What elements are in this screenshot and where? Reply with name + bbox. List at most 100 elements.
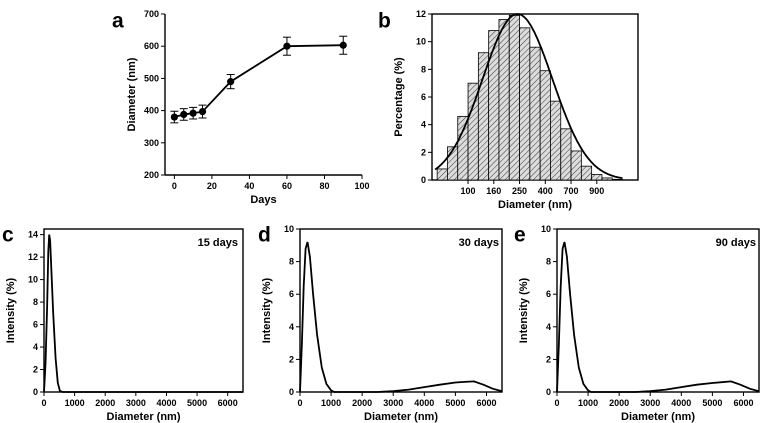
y-axis-title-c: Intensity (%) <box>5 277 17 343</box>
x-tick-label-a: 0 <box>172 181 177 191</box>
x-axis-title-c: Diameter (nm) <box>107 411 181 423</box>
bar-b <box>591 174 603 181</box>
x-tick-label-b: 100 <box>461 186 476 196</box>
data-point-a <box>283 42 291 50</box>
x-axis-title-d: Diameter (nm) <box>364 411 438 423</box>
fit-curve-b <box>434 13 623 180</box>
x-tick-label-e: 1000 <box>578 398 598 408</box>
data-point-a <box>170 113 178 121</box>
bar-b <box>580 165 593 181</box>
bar-b <box>508 14 520 181</box>
bar-b <box>560 128 572 181</box>
y-tick-label-e: 4 <box>546 322 551 332</box>
x-tick-label-e: 2000 <box>609 398 629 408</box>
y-axis-title-e: Intensity (%) <box>518 277 530 343</box>
y-tick-label-e: 2 <box>546 354 551 364</box>
bar-b <box>488 30 500 181</box>
bar-b <box>529 46 541 181</box>
plot-frame-d <box>299 228 503 393</box>
panel-d: d 0 2 4 6 8 10 0 1000 2000 3000 4000 5000 6000 Diamete… <box>258 224 503 423</box>
y-tick-label-b: 2 <box>421 147 426 157</box>
bar-b <box>601 177 613 181</box>
data-point-a <box>180 110 188 119</box>
bar-b <box>539 70 551 181</box>
bar-b <box>550 100 562 181</box>
panel-a: a 200 300 400 500 600 700 0 20 40 60 80 100 Days Diame… <box>112 9 370 206</box>
bar-b <box>611 178 623 181</box>
data-point-a <box>198 107 207 116</box>
y-tick-label-e: 10 <box>541 224 551 234</box>
y-tick-label-b: 10 <box>416 37 426 47</box>
x-tick-label-e: 0 <box>554 398 559 408</box>
bar-b <box>457 115 469 181</box>
y-tick-label-e: 0 <box>546 387 551 397</box>
bar-b <box>570 150 582 181</box>
x-tick-label-d: 6000 <box>476 398 496 408</box>
x-tick-label-c: 3000 <box>126 398 146 408</box>
series-line-a <box>174 44 344 118</box>
panel-label-a: a <box>112 10 124 33</box>
bar-b <box>519 27 531 181</box>
y-tick-label-c: 0 <box>33 387 38 397</box>
y-tick-label-c: 10 <box>28 275 38 285</box>
x-tick-label-e: 3000 <box>640 398 660 408</box>
y-tick-label-d: 0 <box>289 387 294 397</box>
y-tick-label-c: 12 <box>28 252 38 262</box>
panel-label-c: c <box>2 224 14 247</box>
y-tick-label-c: 2 <box>33 365 38 375</box>
x-tick-label-a: 40 <box>244 181 254 191</box>
x-axis-title-b: Diameter (nm) <box>498 199 572 211</box>
x-tick-label-d: 4000 <box>414 398 434 408</box>
panel-c: c 0 2 4 6 8 10 12 14 0 1000 2000 3000 4000 5000 6000 Dia… <box>2 224 244 423</box>
x-tick-label-a: 100 <box>354 181 369 191</box>
y-tick-label-a: 700 <box>144 9 159 19</box>
x-tick-label-d: 0 <box>297 398 302 408</box>
y-tick-label-c: 6 <box>33 320 38 330</box>
x-tick-label-b: 400 <box>538 186 553 196</box>
y-axis-title-d: Intensity (%) <box>261 277 273 343</box>
y-tick-label-d: 2 <box>289 354 294 364</box>
bar-b <box>498 19 510 181</box>
y-tick-label-c: 4 <box>33 342 38 352</box>
y-tick-label-d: 10 <box>284 224 294 234</box>
plot-frame-c <box>43 228 244 393</box>
bar-b <box>436 168 448 181</box>
y-tick-label-c: 8 <box>33 297 38 307</box>
x-tick-label-c: 1000 <box>65 398 85 408</box>
y-tick-label-a: 600 <box>144 41 159 51</box>
y-tick-label-c: 14 <box>28 230 38 240</box>
x-tick-label-c: 2000 <box>95 398 115 408</box>
y-tick-label-b: 6 <box>421 92 426 102</box>
x-tick-label-a: 60 <box>282 181 292 191</box>
y-axis-title-b: Percentage (%) <box>393 57 405 137</box>
y-tick-label-a: 500 <box>144 73 159 83</box>
y-tick-label-b: 0 <box>421 175 426 185</box>
x-tick-label-d: 3000 <box>383 398 403 408</box>
y-tick-label-d: 8 <box>289 257 294 267</box>
series-line-d <box>299 241 503 393</box>
y-tick-label-d: 4 <box>289 322 294 332</box>
y-tick-label-b: 8 <box>421 64 426 74</box>
x-tick-label-d: 5000 <box>445 398 465 408</box>
x-tick-label-b: 250 <box>512 186 527 196</box>
data-point-a <box>227 78 235 86</box>
x-tick-label-a: 20 <box>207 181 217 191</box>
x-tick-label-c: 5000 <box>187 398 207 408</box>
panel-b: b 0 2 4 6 8 10 12 100 160 250 400 700 900 Diameter (nm… <box>378 9 639 211</box>
x-tick-label-e: 5000 <box>702 398 722 408</box>
panel-label-b: b <box>378 10 391 33</box>
data-point-a <box>189 109 197 117</box>
y-tick-label-a: 400 <box>144 106 159 116</box>
x-tick-label-c: 6000 <box>218 398 238 408</box>
panel-label-e: e <box>514 224 526 247</box>
panel-e: e 0 2 4 6 8 10 0 1000 2000 3000 4000 5000 6000 Diamete… <box>514 224 760 423</box>
y-tick-label-a: 300 <box>144 138 159 148</box>
y-tick-label-a: 200 <box>144 170 159 180</box>
x-axis-title-a: Days <box>250 194 276 206</box>
x-tick-label-d: 2000 <box>352 398 372 408</box>
x-tick-label-c: 4000 <box>156 398 176 408</box>
y-tick-label-e: 8 <box>546 257 551 267</box>
y-tick-label-b: 12 <box>416 9 426 19</box>
series-line-e <box>556 241 760 393</box>
